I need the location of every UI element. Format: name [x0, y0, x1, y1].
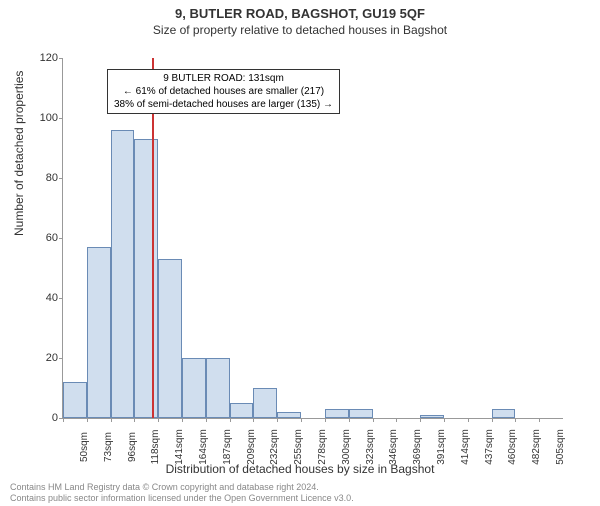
histogram-bar [63, 382, 87, 418]
chart-title: 9, BUTLER ROAD, BAGSHOT, GU19 5QF [0, 6, 600, 21]
x-tick-label: 460sqm [507, 429, 518, 465]
x-tick-mark [87, 418, 88, 422]
x-tick-mark [111, 418, 112, 422]
y-tick-label: 0 [28, 412, 58, 424]
x-tick-label: 505sqm [555, 429, 566, 465]
x-tick-label: 50sqm [79, 432, 90, 462]
footer: Contains HM Land Registry data © Crown c… [10, 482, 590, 505]
x-tick-mark [396, 418, 397, 422]
x-tick-label: 346sqm [388, 429, 399, 465]
x-tick-mark [349, 418, 350, 422]
x-tick-mark [182, 418, 183, 422]
x-tick-label: 164sqm [198, 429, 209, 465]
x-tick-mark [492, 418, 493, 422]
histogram-bar [87, 247, 111, 418]
histogram-bar [349, 409, 373, 418]
x-tick-label: 369sqm [412, 429, 423, 465]
histogram-bar [158, 259, 182, 418]
x-tick-label: 96sqm [127, 432, 138, 462]
histogram-bar [134, 139, 158, 418]
x-tick-label: 414sqm [460, 429, 471, 465]
x-tick-label: 391sqm [436, 429, 447, 465]
x-tick-mark [277, 418, 278, 422]
x-tick-label: 300sqm [341, 429, 352, 465]
annotation-line-1: 9 BUTLER ROAD: 131sqm [114, 72, 333, 85]
x-tick-label: 73sqm [103, 432, 114, 462]
x-tick-mark [63, 418, 64, 422]
y-tick-label: 80 [28, 172, 58, 184]
y-axis-label: Number of detached properties [12, 71, 26, 236]
x-tick-mark [468, 418, 469, 422]
x-tick-label: 255sqm [293, 429, 304, 465]
histogram-bar [492, 409, 516, 418]
histogram-bar [325, 409, 349, 418]
y-tick-label: 20 [28, 352, 58, 364]
x-tick-mark [539, 418, 540, 422]
y-tick-mark [59, 358, 63, 359]
y-tick-mark [59, 178, 63, 179]
histogram-bar [182, 358, 206, 418]
annotation-line-2: ← 61% of detached houses are smaller (21… [114, 85, 333, 98]
histogram-bar [277, 412, 301, 418]
histogram-bar [420, 415, 444, 418]
x-tick-label: 209sqm [246, 429, 257, 465]
footer-line-2: Contains public sector information licen… [10, 493, 590, 504]
y-tick-label: 100 [28, 112, 58, 124]
footer-line-1: Contains HM Land Registry data © Crown c… [10, 482, 590, 493]
chart-subtitle: Size of property relative to detached ho… [0, 23, 600, 37]
x-tick-mark [301, 418, 302, 422]
histogram-bar [206, 358, 230, 418]
y-tick-label: 120 [28, 52, 58, 64]
y-tick-mark [59, 238, 63, 239]
x-tick-mark [515, 418, 516, 422]
histogram-bar [111, 130, 135, 418]
x-tick-label: 141sqm [174, 429, 185, 465]
x-tick-label: 278sqm [317, 429, 328, 465]
x-axis-label: Distribution of detached houses by size … [0, 462, 600, 476]
annotation-box: 9 BUTLER ROAD: 131sqm ← 61% of detached … [107, 69, 340, 114]
x-tick-label: 232sqm [269, 429, 280, 465]
x-tick-label: 437sqm [484, 429, 495, 465]
x-tick-mark [230, 418, 231, 422]
y-tick-mark [59, 58, 63, 59]
x-tick-label: 187sqm [222, 429, 233, 465]
x-tick-label: 482sqm [531, 429, 542, 465]
x-tick-mark [325, 418, 326, 422]
x-tick-label: 118sqm [150, 430, 161, 465]
x-tick-mark [373, 418, 374, 422]
histogram-bar [230, 403, 254, 418]
y-tick-label: 60 [28, 232, 58, 244]
x-tick-mark [420, 418, 421, 422]
x-tick-mark [134, 418, 135, 422]
x-tick-mark [206, 418, 207, 422]
histogram-bar [253, 388, 277, 418]
x-tick-mark [158, 418, 159, 422]
y-tick-label: 40 [28, 292, 58, 304]
x-tick-label: 323sqm [365, 429, 376, 465]
chart-area: 02040608010012050sqm73sqm96sqm118sqm141s… [62, 58, 562, 418]
x-tick-mark [253, 418, 254, 422]
x-tick-mark [444, 418, 445, 422]
y-tick-mark [59, 298, 63, 299]
annotation-line-3: 38% of semi-detached houses are larger (… [114, 98, 333, 111]
y-tick-mark [59, 118, 63, 119]
